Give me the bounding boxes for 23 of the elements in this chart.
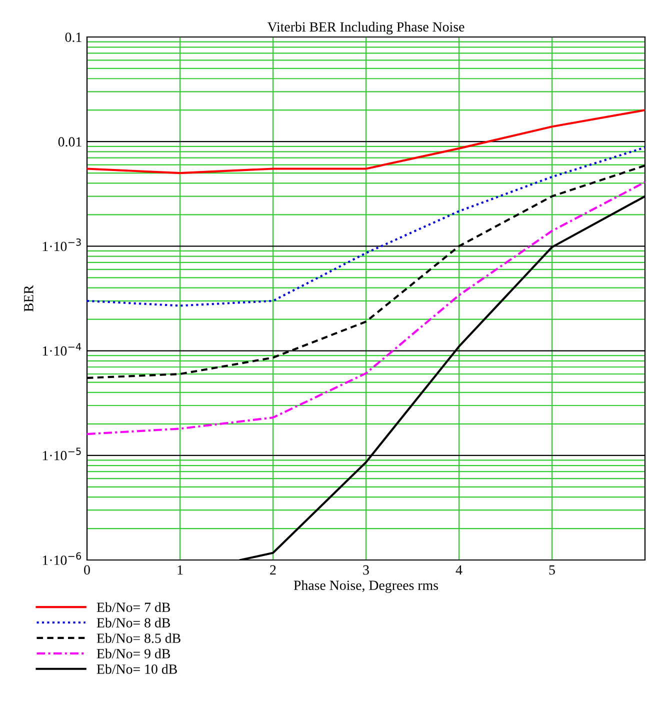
y-axis-title: BER xyxy=(24,285,34,312)
legend-label: Eb/No= 9 dB xyxy=(96,648,170,658)
x-tick-label: 3 xyxy=(363,565,369,575)
x-tick-label: 2 xyxy=(270,565,276,574)
x-tick-label: 1 xyxy=(178,565,183,574)
line-series xyxy=(87,181,645,436)
y-tick-label: 0.1 xyxy=(65,32,82,42)
legend-label: Eb/No= 8.5 dB xyxy=(96,633,180,643)
x-tick-label: 0 xyxy=(84,565,90,575)
x-tick-label: 4 xyxy=(456,565,462,574)
line-series xyxy=(87,109,645,174)
y-tick-label: 1·10$^{−5}$ xyxy=(42,448,81,460)
line-series xyxy=(87,146,645,307)
chart-title: Viterbi BER Including Phase Noise xyxy=(267,22,464,34)
legend-label: Eb/No= 10 dB xyxy=(96,664,177,674)
y-tick-label: 1·10$^{−6}$ xyxy=(42,552,82,565)
x-axis-title: Phase Noise, Degrees rms xyxy=(294,580,438,593)
y-tick-label: 1·10$^{−3}$ xyxy=(42,238,81,252)
y-tick-label: 1·10$^{−4}$ xyxy=(42,343,82,356)
x-tick-label: 5 xyxy=(549,565,555,575)
y-tick-label: 0.01 xyxy=(58,137,82,147)
legend-label: Eb/No= 7 dB xyxy=(96,602,170,612)
legend-label: Eb/No= 8 dB xyxy=(96,618,170,628)
